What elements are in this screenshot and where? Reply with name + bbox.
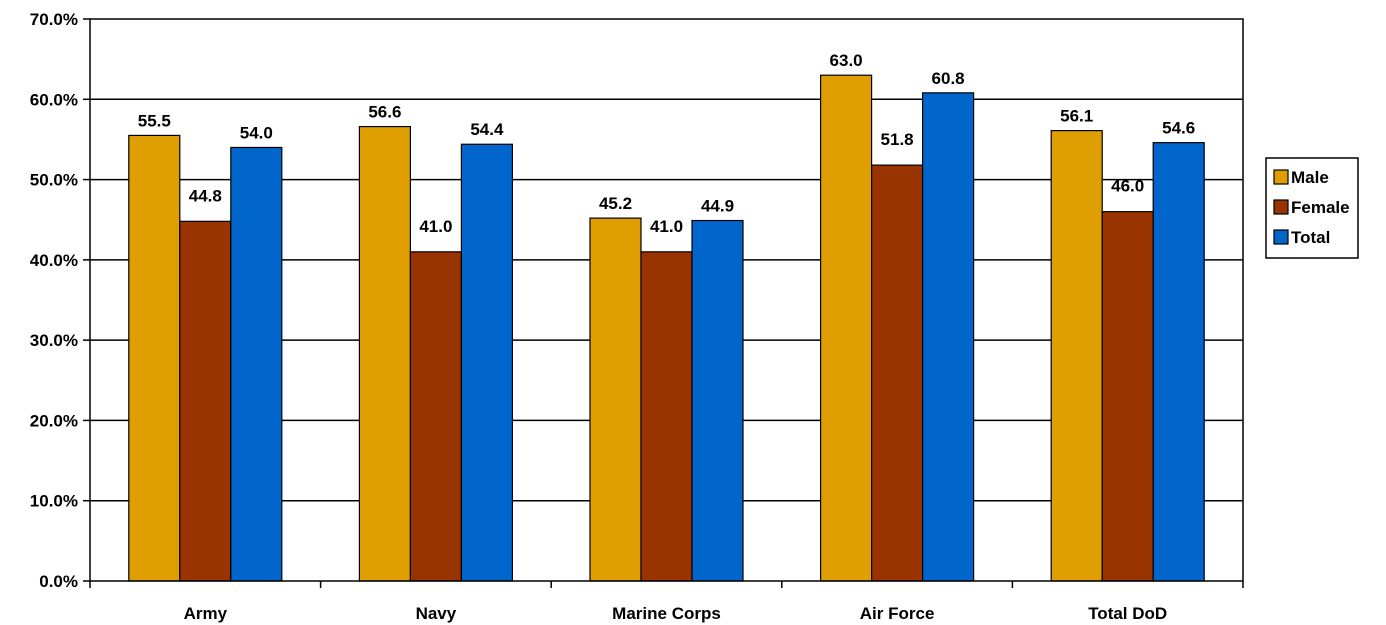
data-label: 46.0	[1111, 177, 1144, 196]
bar-total	[921, 92, 975, 582]
y-axis-ticks: 0.0% 10.0% 20.0% 30.0% 40.0% 50.0% 60.0% 70.0%	[30, 10, 90, 591]
y-tick-label: 70.0%	[30, 10, 78, 29]
x-category-label: Total DoD	[1088, 604, 1167, 623]
plot-area-border	[89, 18, 1244, 582]
data-label: 63.0	[830, 51, 863, 70]
x-category-label: Navy	[416, 604, 457, 623]
x-category-label: Air Force	[860, 604, 935, 623]
data-label: 54.0	[240, 123, 273, 142]
bar-female	[640, 251, 693, 582]
bar-male	[358, 125, 411, 582]
data-label: 51.8	[881, 130, 914, 149]
y-tick-label: 10.0%	[30, 492, 78, 511]
bar-total	[460, 143, 513, 582]
bar-male	[589, 217, 642, 582]
y-tick-label: 60.0%	[30, 90, 78, 109]
legend-swatch-female	[1273, 199, 1289, 215]
y-tick-label: 0.0%	[39, 572, 78, 591]
bar-male	[1050, 129, 1103, 582]
data-label: 55.5	[138, 111, 171, 130]
legend-label: Male	[1291, 168, 1329, 187]
legend-label: Total	[1291, 228, 1330, 247]
legend: Male Female Total	[1265, 157, 1359, 259]
data-label: 56.1	[1060, 107, 1093, 126]
bar-female	[179, 220, 232, 582]
bar-male	[128, 134, 181, 582]
data-label: 41.0	[650, 217, 683, 236]
data-label: 56.6	[368, 103, 401, 122]
legend-label: Female	[1291, 198, 1350, 217]
bar-total	[1152, 142, 1205, 582]
bar-total	[230, 146, 283, 582]
y-tick-label: 20.0%	[30, 411, 78, 430]
data-labels: 55.5 44.8 54.0 56.6 41.0 54.4 45.2 41.0 44.9 63.0…	[138, 51, 1195, 236]
data-label: 54.4	[470, 120, 504, 139]
data-label: 44.8	[189, 186, 222, 205]
data-label: 60.8	[932, 69, 965, 88]
y-tick-label: 40.0%	[30, 251, 78, 270]
axes	[89, 18, 1244, 582]
bar-total	[691, 219, 744, 582]
bar-female	[409, 251, 462, 582]
y-tick-label: 30.0%	[30, 331, 78, 350]
data-label: 41.0	[419, 217, 452, 236]
x-axis-ticks: Army Navy Marine Corps Air Force Total DoD	[89, 581, 1244, 623]
bar-female	[870, 164, 924, 582]
bar-female	[1101, 211, 1154, 582]
y-tick-label: 50.0%	[30, 171, 78, 190]
data-label: 54.6	[1162, 119, 1195, 138]
bar-male	[819, 74, 873, 582]
legend-swatch-total	[1273, 229, 1289, 245]
data-label: 45.2	[599, 194, 632, 213]
x-category-label: Army	[184, 604, 228, 623]
x-category-label: Marine Corps	[612, 604, 721, 623]
bars	[128, 74, 1205, 582]
legend-swatch-male	[1273, 169, 1289, 185]
data-label: 44.9	[701, 197, 734, 216]
